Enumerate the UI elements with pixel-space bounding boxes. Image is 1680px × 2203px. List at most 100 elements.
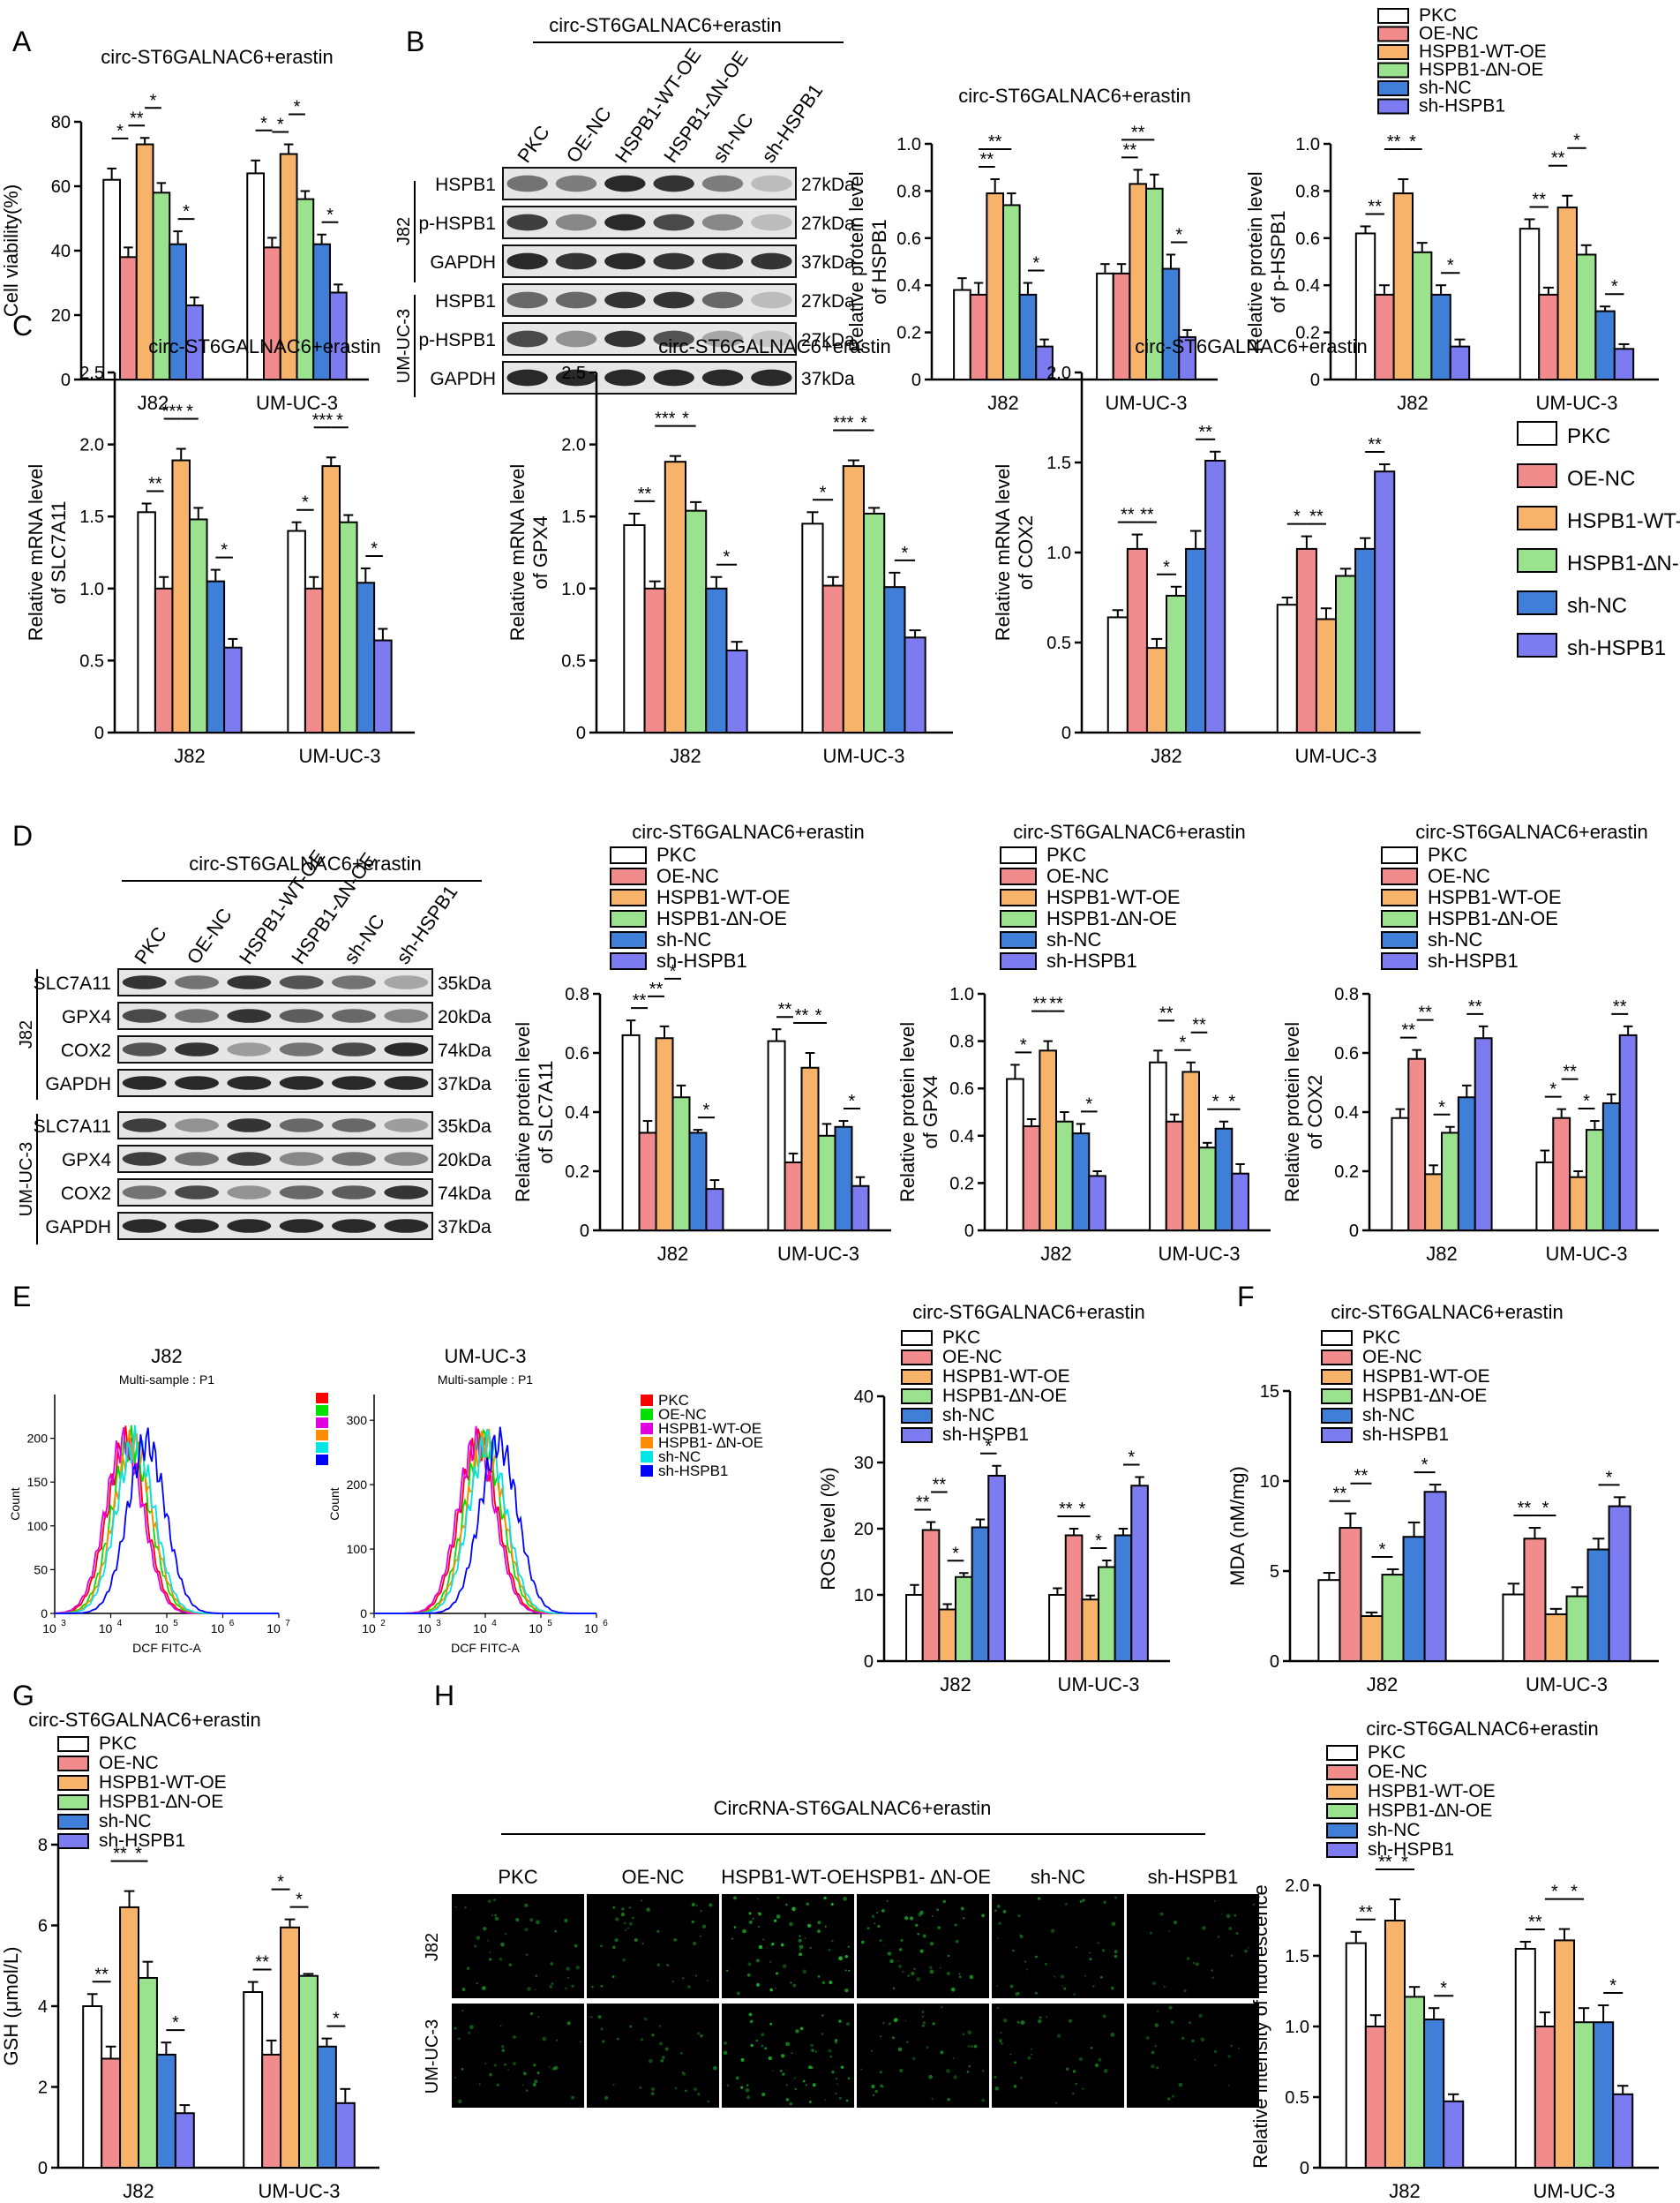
y-tick-label: 0.2 xyxy=(896,324,921,343)
bar xyxy=(1552,1117,1571,1231)
significance-label: *** xyxy=(312,410,334,430)
legend-swatch xyxy=(641,1465,653,1477)
fluorescent-cell xyxy=(740,2086,744,2089)
fluorescent-cell xyxy=(1075,2082,1077,2086)
category-label: UM-UC-3 xyxy=(777,1243,859,1265)
fluorescent-cell xyxy=(1154,2023,1159,2027)
fluorescent-cell xyxy=(848,1969,851,1972)
y-tick-label: 2.5 xyxy=(79,364,104,383)
fluorescent-cell xyxy=(967,2030,972,2035)
legend-swatch xyxy=(1517,421,1557,446)
fluorescent-cell xyxy=(1079,1900,1083,1903)
bar xyxy=(1544,1613,1568,1662)
fluorescent-cell xyxy=(941,2006,943,2009)
fluorescent-cell xyxy=(499,2025,502,2027)
legend-swatch xyxy=(1377,62,1409,79)
y-tick-label: 1.0 xyxy=(561,580,586,599)
panel-letter: F xyxy=(1237,1281,1255,1312)
fluorescent-cell xyxy=(981,2098,986,2102)
x-tick-exponent: 4 xyxy=(491,1619,497,1628)
bar xyxy=(1018,293,1038,381)
blot-band xyxy=(555,214,597,231)
fluorescent-cell xyxy=(844,1955,849,1959)
fluorescent-cell xyxy=(554,2065,559,2071)
significance-label: * xyxy=(277,116,284,135)
fluorescent-cell xyxy=(1034,1991,1038,1995)
significance-label: * xyxy=(1212,1093,1219,1112)
blot-band xyxy=(751,291,792,309)
bar xyxy=(705,1188,724,1231)
fluorescent-cell xyxy=(660,2059,664,2063)
fluorescent-cell xyxy=(487,1939,489,1942)
blot-band xyxy=(227,975,272,989)
fluorescent-cell xyxy=(1192,1961,1196,1965)
y-tick-label: 0 xyxy=(94,724,104,743)
significance-label: * xyxy=(1032,254,1039,274)
y-tick-label: 0.5 xyxy=(79,651,104,671)
legend-swatch xyxy=(57,1775,89,1791)
panel-letter: H xyxy=(434,1680,454,1711)
significance-label: * xyxy=(183,202,190,222)
fluorescent-cell xyxy=(1230,1954,1234,1958)
y-axis-label: Relative mRNA level xyxy=(25,464,47,642)
significance-label: ** xyxy=(1121,506,1135,525)
fluorescent-cell xyxy=(757,1898,760,1900)
legend-label: sh-NC xyxy=(99,1811,152,1831)
legend-label: sh-HSPB1 xyxy=(1567,636,1666,660)
x-tick-label: 10 xyxy=(362,1621,376,1635)
fluorescent-cell xyxy=(900,1938,904,1942)
fluorescent-cell xyxy=(939,1966,941,1969)
blot-kda-label: 37kDa xyxy=(801,252,855,273)
y-tick-label: 5 xyxy=(1270,1562,1279,1582)
chart-a: 0 20 40 60 80 Cell viability(%) circ-ST6GALNAC… xyxy=(0,46,369,414)
fluorescent-cell xyxy=(756,1982,760,1987)
blot-band xyxy=(279,975,324,989)
fluorescent-cell xyxy=(639,2086,642,2090)
image-column-label: sh-NC xyxy=(1031,1866,1085,1888)
bar xyxy=(1231,1172,1249,1232)
significance-label: * xyxy=(1551,1883,1558,1902)
legend-swatch xyxy=(610,952,647,970)
fluorescent-cell xyxy=(740,2057,745,2062)
fluorescent-cell xyxy=(960,1906,964,1911)
bar xyxy=(1185,547,1207,733)
fluorescent-cell xyxy=(1183,1989,1187,1993)
fluorescent-cell xyxy=(1014,2061,1017,2064)
y-tick-label: 0 xyxy=(576,724,586,743)
fluorescent-cell xyxy=(932,2022,935,2026)
category-label: UM-UC-3 xyxy=(1536,392,1618,414)
fluorescent-cell xyxy=(817,1975,821,1978)
fluorescent-cell xyxy=(477,1936,480,1938)
category-label: J82 xyxy=(174,745,205,767)
legend-swatch xyxy=(1000,952,1037,970)
x-axis-label: DCF FITC-A xyxy=(132,1641,201,1655)
significance-label: * xyxy=(1095,1531,1102,1551)
legend-label: HSPB1-∆N-OE xyxy=(1567,552,1680,575)
category-label: J82 xyxy=(1389,2180,1420,2202)
flow-color-swatch xyxy=(316,1442,328,1453)
bar xyxy=(767,1040,786,1231)
fluorescent-cell xyxy=(838,2019,842,2023)
fluorescent-cell xyxy=(513,2035,516,2040)
legend-label: OE-NC xyxy=(1567,467,1635,491)
fluorescent-cell xyxy=(713,2065,717,2071)
chart-c1: 0 0.5 1.0 1.5 2.0 2.5 Relative mRNA level of SL… xyxy=(25,335,415,767)
bar xyxy=(1006,1078,1024,1231)
fluorescent-cell xyxy=(724,2041,728,2045)
legend-swatch xyxy=(1381,846,1418,864)
fluorescent-cell xyxy=(997,1937,1000,1940)
fluorescent-cell xyxy=(1013,2085,1017,2088)
fluorescent-cell xyxy=(799,2026,804,2031)
fluorescent-cell xyxy=(785,2041,791,2047)
fluorescent-cell xyxy=(1061,1985,1064,1987)
legend-label: HSPB1-∆N-OE xyxy=(656,907,787,929)
fluorescent-cell xyxy=(860,2068,863,2071)
fluorescent-cell xyxy=(904,1915,909,1921)
y-tick-label: 0.2 xyxy=(565,1162,589,1182)
fluorescent-cell xyxy=(1100,1975,1103,1979)
fluorescent-cell xyxy=(1084,1974,1087,1977)
significance-label: ** xyxy=(649,980,664,999)
fluorescent-cell xyxy=(1030,2048,1032,2050)
y-axis-label: Relative protein level xyxy=(512,1022,534,1202)
fluorescent-cell xyxy=(621,1907,625,1911)
